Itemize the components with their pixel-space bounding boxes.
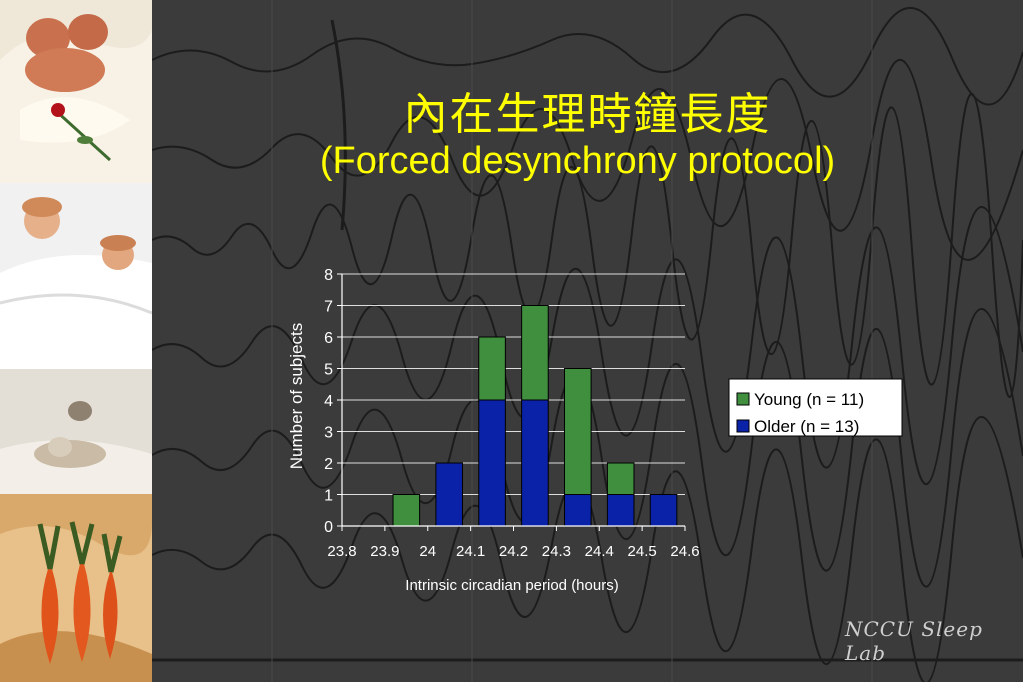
y-tick-label: 3 [324, 425, 333, 442]
y-tick-labels: 0 1 2 3 4 5 6 7 8 [324, 267, 333, 536]
grid-lines [342, 273, 685, 495]
bar [521, 305, 549, 401]
x-tick-label: 24.2 [499, 543, 528, 560]
y-tick-label: 0 [324, 519, 333, 536]
legend-label: Young (n = 11) [754, 390, 864, 409]
sleeping-babies-photo [0, 0, 152, 183]
x-tick-label: 24 [419, 543, 436, 560]
eeg-trace-background [152, 0, 1023, 682]
x-tick-label: 23.8 [327, 543, 356, 560]
chart-legend: Young (n = 11) Older (n = 13) [728, 378, 903, 437]
legend-swatch [736, 419, 750, 433]
y-tick-label: 6 [324, 330, 333, 347]
x-tick-labels: 23.8 23.9 24 24.1 24.2 24.3 24.4 24.5 24.6 [327, 543, 699, 560]
x-tick-label: 23.9 [370, 543, 399, 560]
lab-watermark: NCCU Sleep Lab [845, 617, 983, 665]
histogram-chart: 0 1 2 3 4 5 6 7 8 23.8 23.9 24 24.1 24.2 24.3 24.4 24.5… [287, 267, 903, 594]
bar [478, 399, 506, 527]
y-tick-label: 2 [324, 456, 333, 473]
legend-swatch [736, 392, 750, 406]
babies-in-sheets-photo [0, 183, 152, 369]
bar [521, 399, 549, 527]
bar [392, 494, 421, 527]
slide-subtitle: (Forced desynchrony protocol) [319, 140, 836, 182]
axes [337, 273, 686, 531]
bar [435, 462, 463, 527]
bar [564, 368, 592, 495]
bar [606, 494, 635, 527]
bar [478, 336, 506, 401]
legend-label: Older (n = 13) [754, 417, 859, 436]
x-tick-label: 24.5 [628, 543, 657, 560]
bar [606, 462, 635, 495]
carrots-photo [0, 494, 152, 682]
baby-sleeping-photo [0, 369, 152, 494]
y-tick-label: 8 [324, 267, 333, 284]
photo-strip [0, 0, 153, 682]
bar [564, 494, 592, 527]
y-tick-label: 1 [324, 488, 333, 505]
x-tick-label: 24.1 [456, 543, 485, 560]
y-tick-label: 5 [324, 362, 333, 379]
x-axis-label: Intrinsic circadian period (hours) [405, 577, 618, 594]
legend-box [728, 378, 903, 437]
x-tick-label: 24.3 [542, 543, 571, 560]
y-axis-label: Number of subjects [287, 323, 306, 469]
x-tick-label: 24.4 [585, 543, 614, 560]
y-tick-label: 7 [324, 299, 333, 316]
x-tick-label: 24.6 [670, 543, 699, 560]
slide-title: 內在生理時鐘長度 [403, 89, 772, 140]
y-tick-label: 4 [324, 393, 333, 410]
bar [649, 494, 678, 527]
bars [392, 305, 678, 527]
